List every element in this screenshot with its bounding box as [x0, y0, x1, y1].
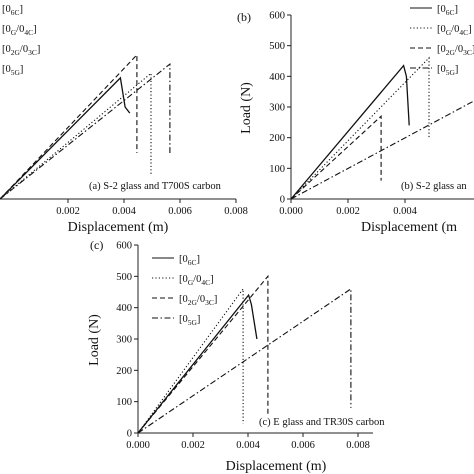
panel-a-xlabel: Displacement (m): [68, 220, 169, 235]
panel-a-caption: (a) S-2 glass and T700S carbon: [89, 181, 222, 192]
panel-b-letter: (b): [237, 10, 251, 24]
xtick-label: 0.006: [168, 206, 192, 217]
series-line-2g: [137, 274, 269, 434]
xtick-label: 0.004: [112, 206, 136, 217]
ytick-label: 0: [127, 429, 132, 440]
legend-entry: [02G/03C]: [2, 44, 40, 57]
series-line-6c: [137, 293, 258, 434]
xtick-label: 0.008: [224, 206, 248, 217]
ytick-label: 0: [280, 195, 285, 206]
xtick-label: 0.008: [346, 440, 370, 451]
ytick-label: 200: [116, 366, 132, 377]
panel-c-letter: (c): [90, 238, 103, 252]
series-line-5g: [290, 100, 474, 200]
ytick-label: 500: [269, 41, 285, 52]
ytick-label: 400: [116, 303, 132, 314]
legend-entry: [05G]: [2, 64, 23, 77]
legend-entry: [06C]: [2, 4, 23, 17]
series-line-g: [290, 56, 430, 200]
series-line-6c: [290, 64, 410, 200]
series-line-g: [0, 72, 152, 200]
panel-c-yticks: 0 100 200 300 400 500 600: [116, 241, 138, 440]
panel-b-series: [290, 56, 474, 200]
panel-a-xticks: 0.002 0.004 0.006 0.008: [56, 199, 248, 217]
legend-entry: [05G]: [437, 64, 458, 77]
panel-b-ylabel: Load (N): [239, 82, 254, 134]
panel-b-xticks: 0.000 0.002 0.004: [279, 199, 418, 217]
series-line-5g: [137, 287, 352, 434]
series-line-2g: [0, 53, 138, 200]
ytick-label: 600: [116, 241, 132, 252]
panel-a: 0.002 0.004 0.006 0.008 [06C] [0G/04C] [02G/0…: [0, 4, 248, 235]
panel-b-yticks: 0 100 200 300 400 500 600: [269, 11, 291, 206]
series-line-6c: [0, 76, 131, 200]
panel-b-xlabel: Displacement (m: [361, 220, 457, 235]
ytick-label: 600: [269, 11, 285, 22]
panel-a-legend: [06C] [0G/04C] [02G/03C] [05G]: [2, 4, 40, 77]
legend-entry: [06C]: [179, 254, 200, 267]
series-line-2g: [290, 114, 382, 200]
xtick-label: 0.000: [126, 440, 150, 451]
legend-entry: [02G/03C]: [437, 44, 474, 57]
xtick-label: 0.002: [336, 206, 360, 217]
series-line-g: [137, 287, 244, 434]
panel-c-caption: (c) E glass and TR30S carbon: [259, 417, 385, 428]
legend-entry: [02G/03C]: [179, 294, 217, 307]
panel-c-xlabel: Displacement (m): [226, 459, 327, 474]
legend-entry: [0G/04C]: [179, 274, 214, 287]
ytick-label: 200: [269, 133, 285, 144]
legend-entry: [0G/04C]: [437, 24, 472, 37]
ytick-label: 100: [269, 164, 285, 175]
panel-b-caption: (b) S-2 glass an: [401, 181, 467, 192]
xtick-label: 0.006: [291, 440, 315, 451]
xtick-label: 0.000: [279, 206, 303, 217]
panel-b-legend: [06C] [0G/04C] [02G/03C] [05G]: [410, 4, 474, 77]
ytick-label: 500: [116, 272, 132, 283]
panel-c-legend: [06C] [0G/04C] [02G/03C] [05G]: [152, 254, 217, 327]
xtick-label: 0.004: [236, 440, 260, 451]
panel-c-xticks: 0.000 0.002 0.004 0.006 0.008: [126, 433, 370, 451]
legend-entry: [05G]: [179, 314, 200, 327]
ytick-label: 300: [116, 335, 132, 346]
panel-c-ylabel: Load (N): [87, 314, 102, 366]
xtick-label: 0.002: [181, 440, 205, 451]
ytick-label: 100: [116, 397, 132, 408]
xtick-label: 0.004: [393, 206, 417, 217]
ytick-label: 300: [269, 103, 285, 114]
legend-entry: [06C]: [437, 4, 458, 17]
xtick-label: 0.002: [56, 206, 80, 217]
legend-entry: [0G/04C]: [2, 24, 37, 37]
ytick-label: 400: [269, 72, 285, 83]
series-line-5g: [0, 62, 171, 200]
panel-a-series: [0, 53, 171, 200]
panel-c-series: [137, 274, 352, 434]
